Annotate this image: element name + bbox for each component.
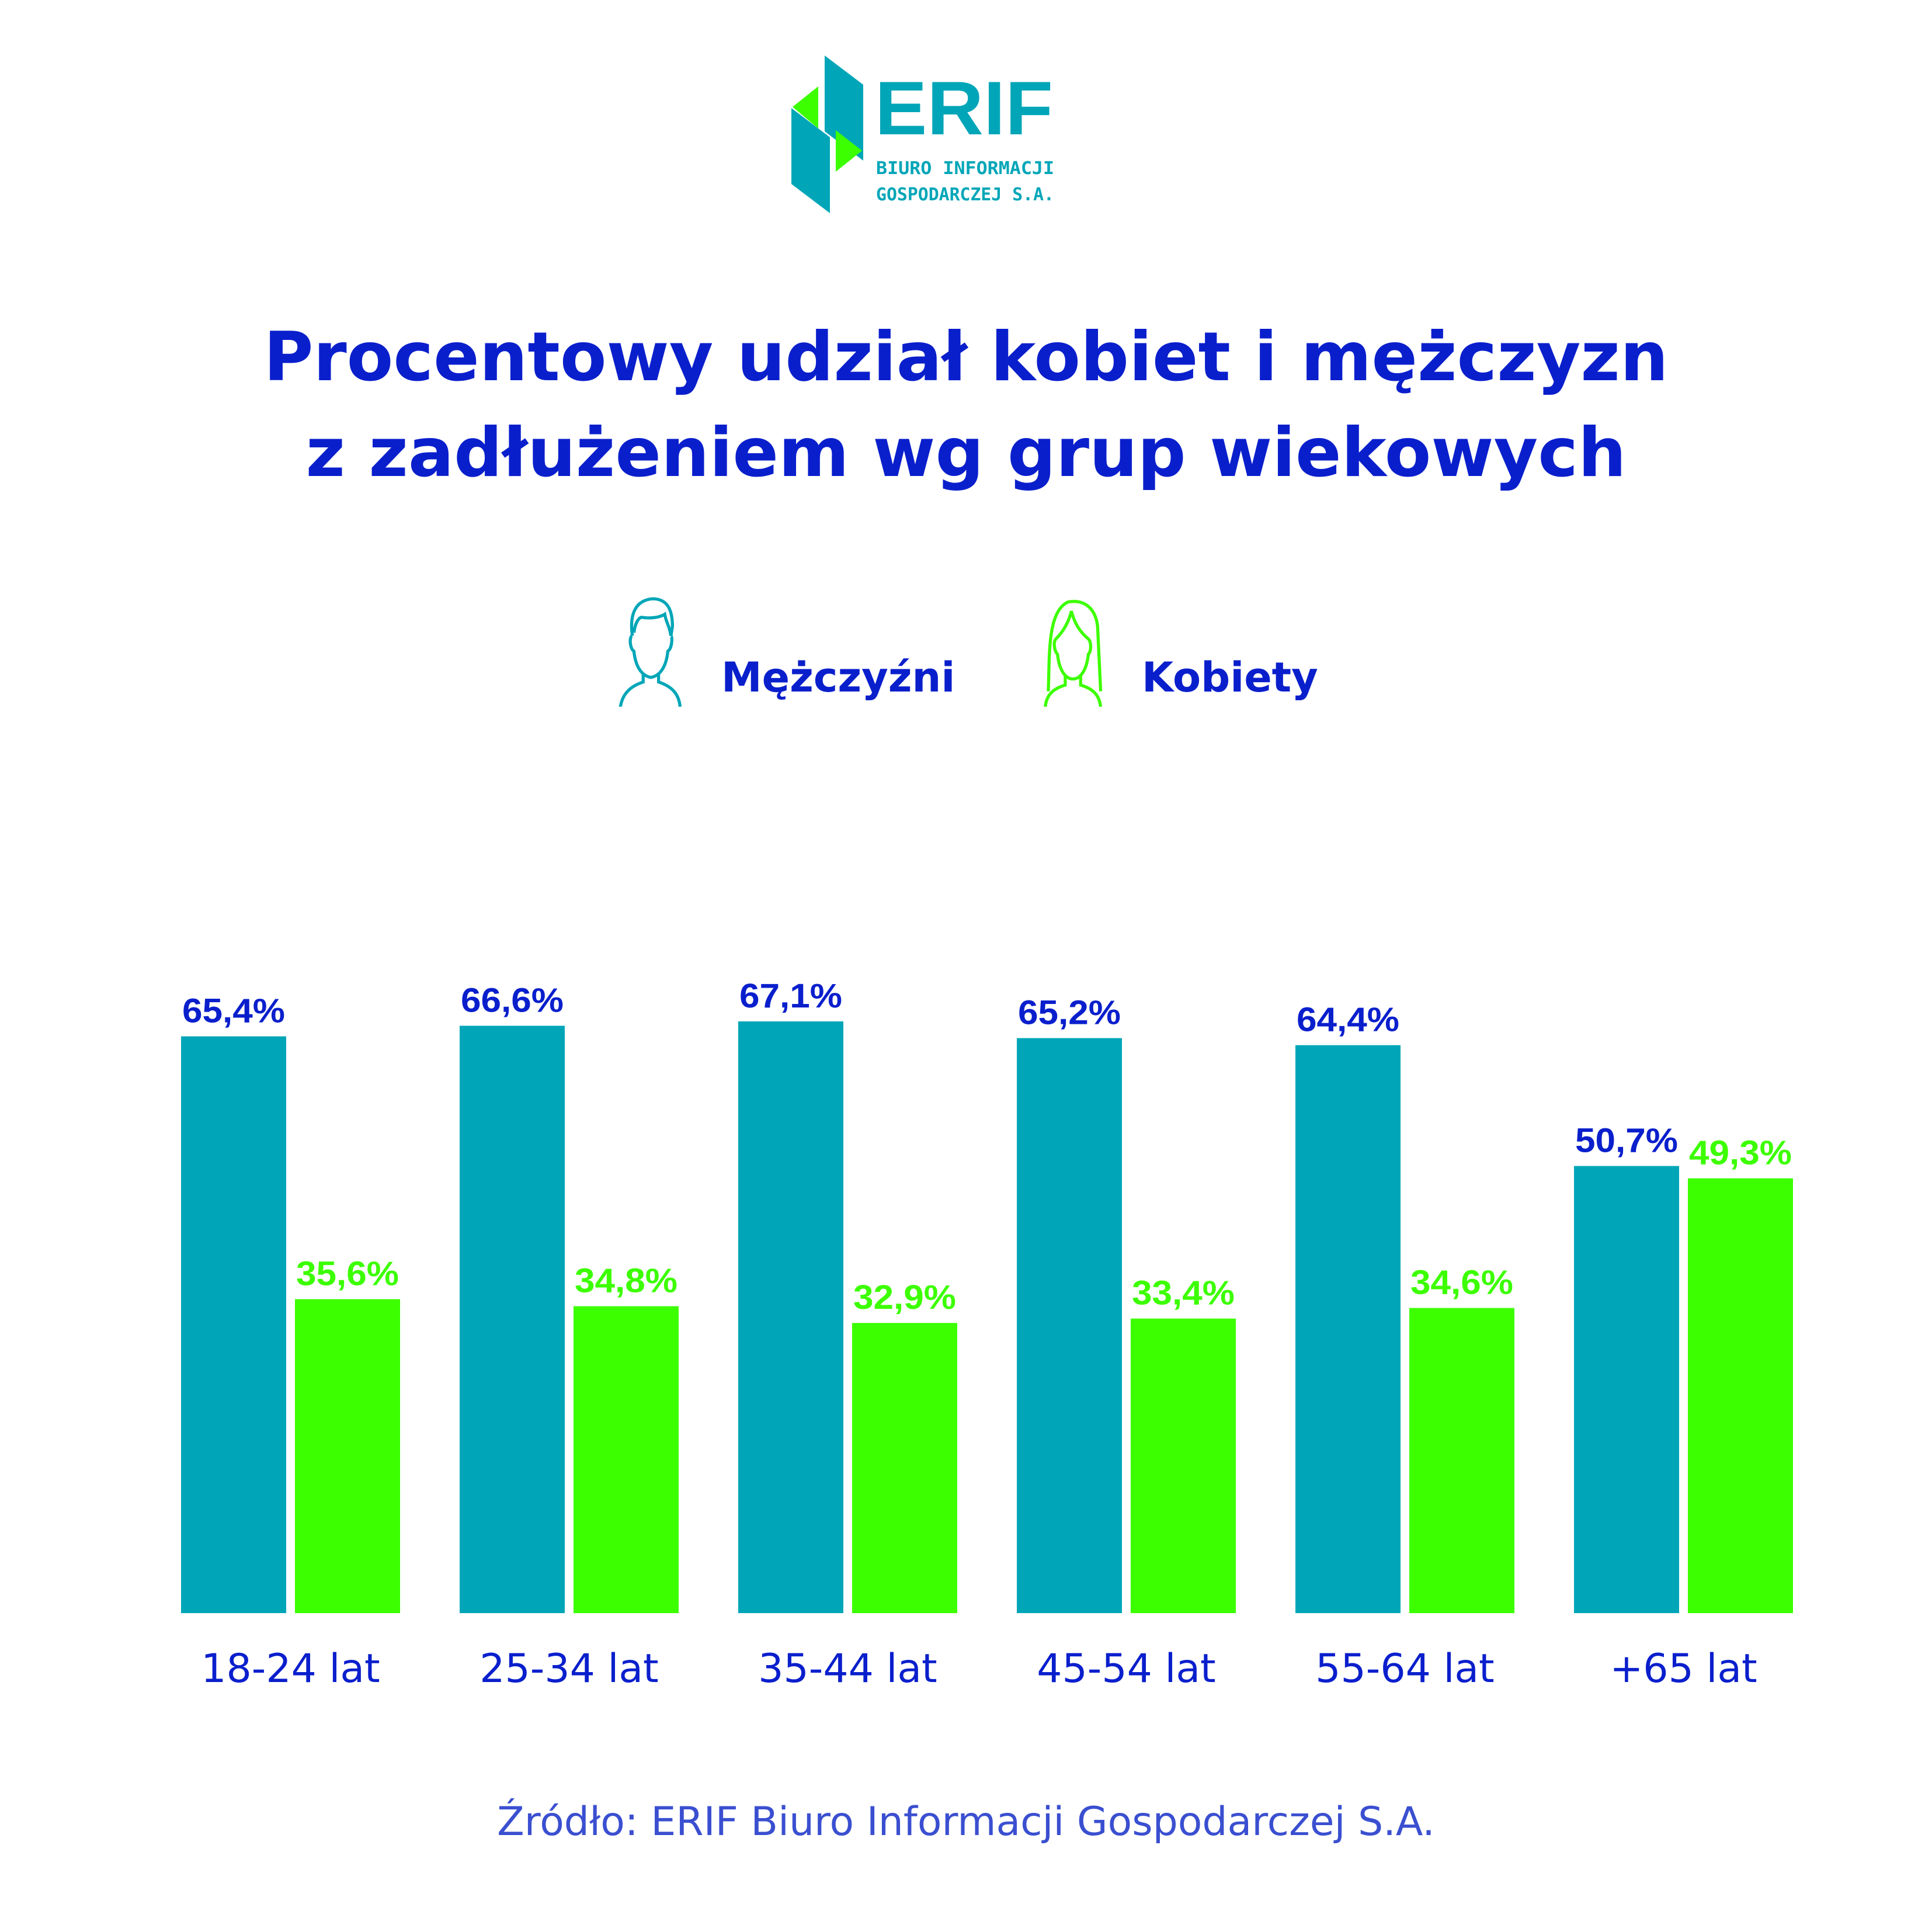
logo-triangle-left xyxy=(793,86,818,128)
category-label: 25-34 lat xyxy=(479,1646,658,1692)
erif-logo: ERIF BIURO INFORMACJI GOSPODARCZEJ S.A. xyxy=(791,55,1054,213)
women-bar xyxy=(574,1306,679,1613)
logo-shape-top xyxy=(825,55,863,161)
men-bar xyxy=(181,1036,286,1613)
woman-icon xyxy=(1044,600,1103,707)
category-label: 55-64 lat xyxy=(1315,1646,1494,1692)
women-bar xyxy=(852,1323,957,1613)
men-value-label: 50,7% xyxy=(1575,1121,1678,1159)
legend-item-women: Kobiety xyxy=(1031,596,1318,707)
men-value-label: 65,2% xyxy=(1018,993,1121,1031)
women-bar xyxy=(295,1299,400,1613)
women-value-label: 32,9% xyxy=(853,1278,956,1316)
men-bar xyxy=(1295,1045,1401,1613)
title-line-1: Procentowy udział kobiet i mężczyzn xyxy=(263,318,1669,397)
title-line-2: z zadłużeniem wg grup wiekowych xyxy=(305,413,1627,492)
legend-label-men: Mężczyźni xyxy=(721,654,955,701)
men-bar xyxy=(1017,1038,1122,1613)
category-label: 35-44 lat xyxy=(758,1646,937,1692)
men-bar xyxy=(738,1021,843,1613)
chart-title: Procentowy udział kobiet i mężczyzn z za… xyxy=(0,310,1932,501)
women-value-label: 34,8% xyxy=(575,1262,677,1300)
women-value-label: 49,3% xyxy=(1689,1134,1792,1172)
legend-item-men: Mężczyźni xyxy=(610,596,955,707)
logo-line1: BIURO INFORMACJI xyxy=(876,158,1054,179)
logo-line2: GOSPODARCZEJ S.A. xyxy=(876,185,1054,205)
source-note: Źródło: ERIF Biuro Informacji Gospodarcz… xyxy=(497,1799,1435,1845)
legend: Mężczyźni Kobiety xyxy=(0,596,1932,730)
men-value-label: 65,4% xyxy=(182,992,285,1030)
women-value-label: 34,6% xyxy=(1410,1264,1513,1302)
category-label: +65 lat xyxy=(1610,1646,1757,1692)
category-label: 18-24 lat xyxy=(201,1646,380,1692)
women-bar xyxy=(1409,1308,1514,1613)
legend-label-women: Kobiety xyxy=(1142,654,1318,701)
men-bar xyxy=(1574,1166,1679,1613)
men-value-label: 66,6% xyxy=(461,981,564,1019)
women-value-label: 33,4% xyxy=(1132,1274,1235,1312)
women-bar xyxy=(1131,1318,1236,1613)
men-bar xyxy=(460,1026,565,1613)
logo-triangle-right xyxy=(836,130,862,172)
logo-shape-bottom xyxy=(791,108,830,213)
men-value-label: 67,1% xyxy=(739,977,842,1015)
men-value-label: 64,4% xyxy=(1297,1001,1399,1039)
man-icon xyxy=(618,597,682,707)
women-bar xyxy=(1688,1178,1793,1613)
category-label: 45-54 lat xyxy=(1037,1646,1215,1692)
logo-name: ERIF xyxy=(875,65,1053,151)
women-value-label: 35,6% xyxy=(296,1255,399,1292)
